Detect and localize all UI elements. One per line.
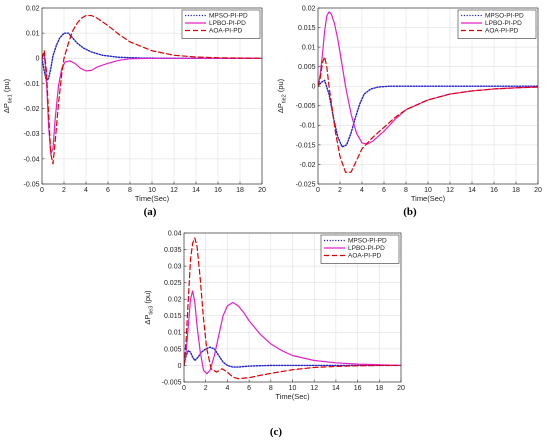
y-tick-label: -0.025 [296,181,316,188]
y-tick-label: 0.01 [168,330,182,337]
legend-entry: AOA-PI-PD [485,28,519,35]
x-tick-label: 20 [397,385,405,392]
y-tick-label: 0.005 [164,346,182,353]
x-tick-label: 8 [269,385,273,392]
series-line-lpbo-pi-pd [184,290,401,375]
y-tick-label: -0.005 [162,379,182,386]
y-axis-label: ΔPtie2 (pu) [276,78,288,113]
y-tick-label: 0.02 [26,5,40,12]
x-axis-label: Time(Sec) [275,392,310,401]
x-tick-label: 12 [310,385,318,392]
panel-a: 0 2 4 6 8 10 12 14 16 18 20 0.02 0.01 0 -0.01 -0.02 -0.0… [2,5,266,218]
y-tick-label: 0 [178,363,182,370]
y-axis-label: ΔPtie3 (pu) [143,290,155,325]
series-line-mpso-pi-pd [184,346,401,368]
x-tick-label: 2 [62,187,66,194]
x-tick-label: 0 [182,385,186,392]
y-tick-label: -0.02 [24,106,40,113]
y-tick-label: -0.01 [24,81,40,88]
x-tick-label: 16 [490,187,498,194]
x-tick-label: 4 [84,187,88,194]
x-tick-label: 6 [382,187,386,194]
series-group [184,237,401,380]
x-tick-label: 4 [360,187,364,194]
panel-caption: (c) [270,426,283,438]
legend-entry: LPBO-PI-PD [485,20,522,27]
x-tick-label: 16 [354,385,362,392]
series-group [318,11,538,173]
y-tick-label: 0.01 [302,45,316,52]
y-tick-label: 0.015 [164,313,182,320]
x-tick-label: 2 [338,187,342,194]
x-tick-label: 12 [446,187,454,194]
y-tick-label: 0.01 [26,31,40,38]
series-line-aoa-pi-pd [42,14,262,165]
legend-entry: MPSO-PI-PD [348,238,387,245]
y-tick-label: 0 [312,84,316,91]
x-tick-label: 6 [247,385,251,392]
y-axis-label: ΔPtie1 (pu) [2,78,14,113]
x-axis-label: Time(Sec) [135,194,170,203]
y-tick-label: -0.03 [24,131,40,138]
series-line-aoa-pi-pd [184,237,401,380]
legend-entry: MPSO-PI-PD [485,13,524,20]
panel-c: 0 2 4 6 8 10 12 14 16 18 20 0.04 0.035 0.03 0.025 0.02 0… [143,230,405,438]
x-tick-label: 14 [192,187,200,194]
series-group [42,14,262,165]
x-tick-label: 20 [534,187,542,194]
y-tick-label: 0.02 [168,297,182,304]
legend-entry: LPBO-PI-PD [209,20,246,27]
x-tick-label: 18 [512,187,520,194]
x-tick-label: 18 [375,385,383,392]
legend-entry: AOA-PI-PD [348,253,382,260]
y-tick-label: 0.025 [164,280,182,287]
panel-b: 0 2 4 6 8 10 12 14 16 18 200.020.0150.010.0050-0.0… [276,5,542,218]
legend-entry: LPBO-PI-PD [348,245,385,252]
y-tick-label: 0 [36,56,40,63]
x-tick-label: 4 [225,385,229,392]
legend-box [320,234,400,264]
panel-caption: (b) [403,206,417,218]
x-tick-label: 10 [424,187,432,194]
x-tick-label: 10 [148,187,156,194]
y-tick-label: 0.03 [168,264,182,271]
panel-caption: (a) [144,206,157,218]
y-tick-label: -0.05 [24,181,40,188]
x-tick-label: 10 [289,385,297,392]
legend-box [457,9,537,39]
x-tick-label: 2 [204,385,208,392]
x-tick-label: 8 [128,187,132,194]
y-tick-label: 0.02 [302,5,316,12]
y-tick-label: 0.035 [164,247,182,254]
x-tick-label: 16 [214,187,222,194]
y-tick-label: -0.005 [296,103,316,110]
legend-entry: MPSO-PI-PD [209,13,248,20]
x-tick-label: 6 [106,187,110,194]
x-tick-label: 18 [236,187,244,194]
x-tick-label: 0 [40,187,44,194]
x-tick-label: 12 [170,187,178,194]
series-line-aoa-pi-pd [318,56,538,173]
x-axis-label: Time(Sec) [411,194,446,203]
x-tick-label: 20 [258,187,266,194]
legend-entry: AOA-PI-PD [209,28,243,35]
series-line-mpso-pi-pd [318,79,538,148]
y-tick-label: -0.01 [300,123,316,130]
y-tick-label: 0.04 [168,230,182,237]
y-tick-label: 0.005 [298,64,316,71]
x-tick-label: 8 [404,187,408,194]
y-tick-label: -0.015 [296,142,316,149]
y-tick-label: 0.015 [298,25,316,32]
x-tick-label: 14 [468,187,476,194]
y-tick-label: -0.04 [24,156,40,163]
x-tick-label: 0 [316,187,320,194]
x-tick-label: 14 [332,385,340,392]
y-tick-label: -0.02 [300,162,316,169]
legend-box [181,9,261,39]
